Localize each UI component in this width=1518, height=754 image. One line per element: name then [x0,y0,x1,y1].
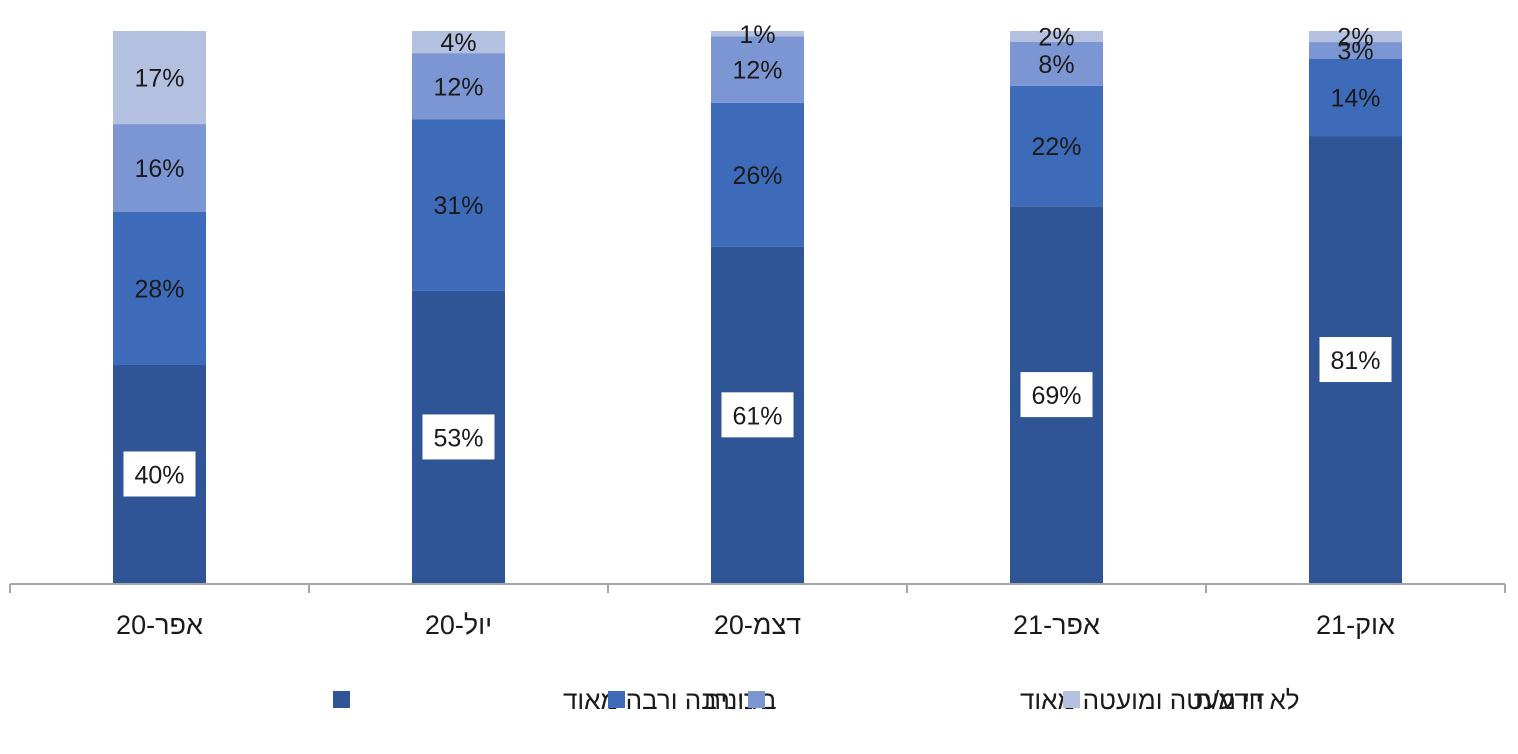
data-label: 12% [433,73,483,101]
bar-segment [1309,42,1402,59]
x-tick-label: דצמ-20 [714,610,801,640]
legend-marker [608,691,625,708]
data-label: 61% [732,402,782,430]
bar-segment [412,53,505,120]
bar-segment [1309,58,1402,137]
data-label: 17% [134,65,184,93]
bar-segment [1309,31,1402,43]
x-tick-label: יול-20 [425,610,492,640]
data-label: 31% [433,192,483,220]
bar-segment [1010,41,1103,86]
bar-segment [113,124,206,212]
legend-label: בינונית [703,685,777,715]
x-tick-label: אוק-21 [1316,610,1395,640]
bar-segment [113,31,206,125]
bar-segment [113,211,206,365]
data-label: 16% [134,155,184,183]
data-label: 2% [1337,24,1373,52]
data-label: 28% [134,275,184,303]
data-label: 53% [433,424,483,452]
data-label: 69% [1031,382,1081,410]
data-label: 22% [1031,133,1081,161]
bar-segment [412,119,505,291]
data-label-box [123,451,196,497]
data-label: 1% [739,21,775,49]
x-tick-label: אפר-20 [116,610,203,640]
bar-segment [711,102,804,247]
legend-label: די רבה ורבה מאוד [563,685,758,715]
legend-marker [1063,691,1080,708]
legend-label: די מעטה ומועטה מאוד [1020,685,1264,715]
data-label: 4% [440,29,476,57]
legend-marker [748,691,765,708]
data-label-box [1020,372,1093,418]
data-label-box [422,414,495,460]
legend-label: לא יודע/ת [1194,685,1300,715]
x-tick-label: אפר-21 [1013,610,1100,640]
bar-segment [412,31,505,54]
data-label-box [1319,337,1392,383]
bar-segment [1010,85,1103,207]
data-label: 14% [1330,84,1380,112]
bar-segment [711,31,804,37]
bar-segment [1010,31,1103,42]
bar-segment [711,36,804,103]
data-label: 40% [134,461,184,489]
legend-marker [333,691,350,708]
data-label: 8% [1038,51,1074,79]
data-label-box [721,392,794,438]
data-label: 81% [1330,347,1380,375]
data-label: 26% [732,162,782,190]
data-label: 2% [1038,23,1074,51]
data-label: 12% [732,57,782,85]
